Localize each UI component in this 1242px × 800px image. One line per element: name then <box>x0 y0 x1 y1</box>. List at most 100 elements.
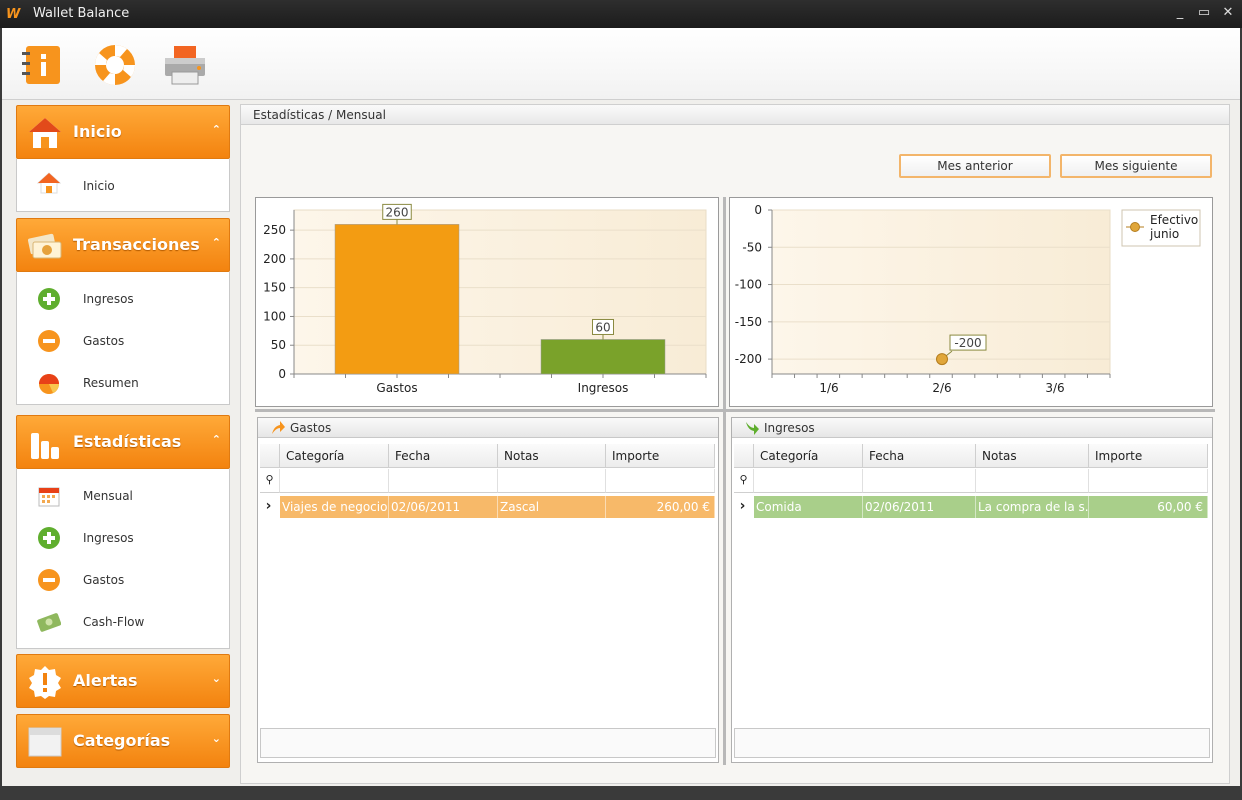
filter-cell-categoria[interactable] <box>280 469 389 493</box>
ingresos-grid: Ingresos Categoría Fecha Notas Importe ⚲… <box>731 417 1213 763</box>
sidebar-item-inicio[interactable]: Inicio <box>17 159 229 211</box>
maximize-button[interactable]: ▭ <box>1197 5 1211 20</box>
filter-cell-notas[interactable] <box>498 469 606 493</box>
minus-circle-icon <box>38 569 60 591</box>
column-header-categoria[interactable]: Categoría <box>280 444 389 468</box>
column-header-notas[interactable]: Notas <box>498 444 606 468</box>
content-area: Inicio ⌃ Inicio <box>2 100 1240 786</box>
sidebar-group-transacciones: Transacciones ⌃ Ingresos Gastos <box>16 218 230 405</box>
sidebar-item-gastos-stats[interactable]: Gastos <box>17 559 229 601</box>
cell-categoria[interactable]: Comida <box>754 496 863 518</box>
bar-chart: 0 50 100 150 200 250 Gastos 260 Ingresos 60 <box>263 203 707 395</box>
group-items: Inicio <box>16 159 230 212</box>
x-tick-label: 3/6 <box>1045 381 1064 395</box>
plus-circle-icon <box>38 527 60 549</box>
window-title: Wallet Balance <box>33 6 130 21</box>
chevron-down-icon[interactable]: ⌄ <box>211 732 221 745</box>
chevron-up-icon[interactable]: ⌃ <box>211 433 221 446</box>
row-indicator-icon: › <box>260 496 278 518</box>
group-header-alertas[interactable]: Alertas ⌄ <box>16 654 230 708</box>
filter-cell-categoria[interactable] <box>754 469 863 493</box>
group-items: Mensual Ingresos Gastos <box>16 469 230 649</box>
arrow-up-icon <box>272 421 285 434</box>
data-label: -200 <box>954 336 981 350</box>
cell-notas[interactable]: La compra de la s... <box>976 496 1089 518</box>
column-header-importe[interactable]: Importe <box>1089 444 1208 468</box>
filter-icon[interactable]: ⚲ <box>734 469 754 493</box>
printer-icon[interactable] <box>162 42 208 88</box>
filter-cell-importe[interactable] <box>606 469 715 493</box>
pie-chart-icon <box>39 374 59 394</box>
column-header-categoria[interactable]: Categoría <box>754 444 863 468</box>
group-header-transacciones[interactable]: Transacciones ⌃ <box>16 218 230 272</box>
filter-cell-fecha[interactable] <box>863 469 976 493</box>
column-header-notas[interactable]: Notas <box>976 444 1089 468</box>
filter-cell-notas[interactable] <box>976 469 1089 493</box>
filter-cell-importe[interactable] <box>1089 469 1208 493</box>
group-items: Ingresos Gastos Resumen <box>16 272 230 405</box>
minimize-button[interactable]: _ <box>1176 5 1184 20</box>
sidebar-item-ingresos-stats[interactable]: Ingresos <box>17 517 229 559</box>
sidebar-item-ingresos[interactable]: Ingresos <box>17 278 229 320</box>
y-tick-label: 0 <box>278 367 286 381</box>
sidebar-item-label: Mensual <box>83 489 133 503</box>
cell-notas[interactable]: Zascal <box>498 496 606 518</box>
bar <box>334 224 460 375</box>
chevron-down-icon[interactable]: ⌄ <box>211 672 221 685</box>
cell-categoria[interactable]: Viajes de negocios <box>280 496 389 518</box>
group-header-estadisticas[interactable]: Estadísticas ⌃ <box>16 415 230 469</box>
minus-circle-icon <box>38 330 60 352</box>
cell-importe[interactable]: 60,00 € <box>1089 496 1208 518</box>
home-icon <box>29 118 61 148</box>
bar <box>540 339 666 375</box>
next-month-button[interactable]: Mes siguiente <box>1060 154 1212 178</box>
chevron-up-icon[interactable]: ⌃ <box>211 123 221 136</box>
sidebar-item-gastos[interactable]: Gastos <box>17 320 229 362</box>
column-header-importe[interactable]: Importe <box>606 444 715 468</box>
sidebar-item-cash-flow[interactable]: Cash-Flow <box>17 601 229 643</box>
app-logo: W <box>6 7 21 22</box>
alert-icon <box>29 666 61 699</box>
close-button[interactable]: ✕ <box>1222 5 1234 20</box>
cash-icon <box>37 613 61 632</box>
cell-importe[interactable]: 260,00 € <box>606 496 715 518</box>
column-header-fecha[interactable]: Fecha <box>863 444 976 468</box>
y-tick-label: 0 <box>754 203 762 217</box>
legend-marker <box>1130 222 1140 232</box>
y-tick-label: 50 <box>271 338 286 352</box>
sidebar-group-estadisticas: Estadísticas ⌃ Mensual Ingresos <box>16 415 230 649</box>
y-tick-label: -200 <box>735 352 762 366</box>
sidebar-item-mensual[interactable]: Mensual <box>17 475 229 517</box>
data-label-box <box>592 318 614 335</box>
prev-month-button[interactable]: Mes anterior <box>899 154 1051 178</box>
cell-fecha[interactable]: 02/06/2011 <box>389 496 498 518</box>
title-bar: W Wallet Balance _ ▭ ✕ <box>0 0 1242 28</box>
horizontal-splitter[interactable] <box>255 409 1215 412</box>
ingresos-grid-title: Ingresos <box>732 418 1212 438</box>
group-header-categorias[interactable]: Categorías ⌄ <box>16 714 230 768</box>
group-header-inicio[interactable]: Inicio ⌃ <box>16 105 230 159</box>
y-tick-label: 250 <box>263 223 286 237</box>
row-indicator-icon: › <box>734 496 752 518</box>
sidebar-group-alertas: Alertas ⌄ <box>16 654 230 708</box>
arrow-down-icon <box>746 422 759 435</box>
chevron-up-icon[interactable]: ⌃ <box>211 236 221 249</box>
main-panel: Estadísticas / Mensual Mes anterior Mes … <box>240 104 1230 784</box>
home-icon <box>37 172 61 194</box>
sidebar-item-resumen[interactable]: Resumen <box>17 362 229 404</box>
ingresos-title-label: Ingresos <box>764 421 815 435</box>
filter-icon[interactable]: ⚲ <box>260 469 280 493</box>
data-label: 60 <box>595 320 610 334</box>
plot-area <box>771 209 1111 375</box>
group-label: Inicio <box>73 122 122 141</box>
filter-cell-fecha[interactable] <box>389 469 498 493</box>
info-icon[interactable] <box>20 42 66 88</box>
plus-circle-icon <box>38 288 60 310</box>
sidebar-item-label: Cash-Flow <box>83 615 145 629</box>
lifebuoy-icon[interactable] <box>92 42 138 88</box>
cell-fecha[interactable]: 02/06/2011 <box>863 496 976 518</box>
vertical-splitter[interactable] <box>723 197 726 765</box>
group-label: Transacciones <box>73 235 200 254</box>
column-header-fecha[interactable]: Fecha <box>389 444 498 468</box>
